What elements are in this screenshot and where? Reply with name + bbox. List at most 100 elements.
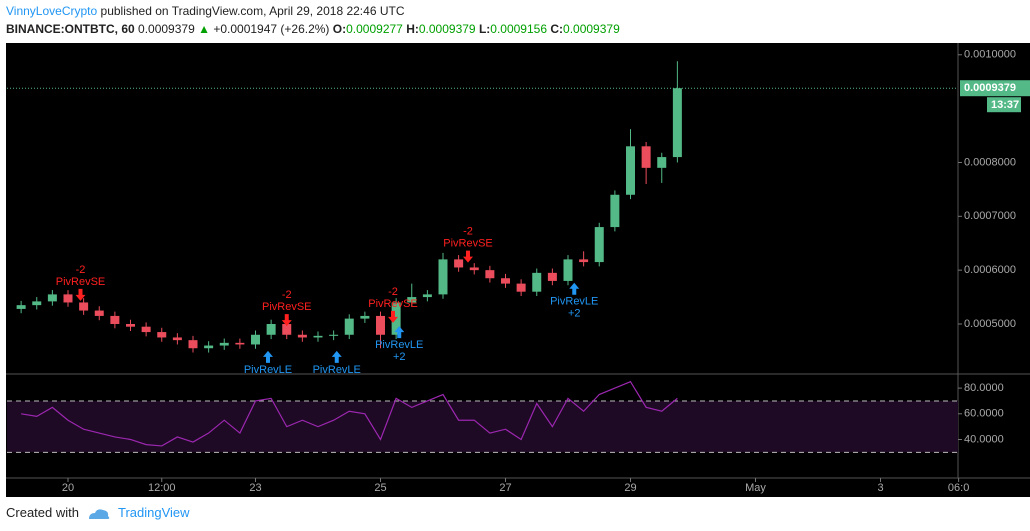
y-tick-label: 0.0007000	[964, 210, 1016, 222]
o-label: O:	[332, 22, 347, 36]
signal-arrow	[331, 350, 342, 363]
up-arrow: ▲	[198, 22, 210, 36]
signal-label: PivRevSE	[262, 301, 312, 313]
o-value: 0.0009277	[346, 22, 403, 36]
x-tick-label: 29	[624, 482, 636, 494]
candle-body	[579, 259, 589, 263]
candle-body	[110, 315, 120, 324]
signal-arrow	[394, 326, 405, 339]
countdown: 13:37	[991, 99, 1019, 111]
candle-body	[376, 315, 385, 335]
change: +0.0001947 (+26.2%)	[213, 22, 330, 36]
candle-body	[626, 146, 635, 195]
signal-note: -2	[388, 286, 398, 298]
x-tick-label: 20	[62, 482, 74, 494]
signal-label: PivRevSE	[443, 238, 493, 250]
last-price-label: 0.0009379	[964, 82, 1016, 94]
y-tick-label: 0.0005000	[964, 318, 1016, 330]
symbol-line: BINANCE:ONTBTC, 60 0.0009379 ▲ +0.000194…	[6, 22, 620, 36]
candle-body	[469, 267, 479, 271]
candle-body	[657, 157, 667, 168]
candle-body	[454, 259, 464, 268]
chart: 0.0005000 0.0006000 0.0007000 0.0008000 0.00…	[6, 43, 1030, 497]
signal-label: PivRevLE	[244, 364, 292, 376]
price: 0.0009379	[138, 22, 195, 36]
signal-note: -2	[463, 226, 473, 238]
signal-note: -2	[76, 264, 86, 276]
symbol: BINANCE:ONTBTC, 60	[6, 22, 135, 36]
h-label: H:	[406, 22, 419, 36]
footer: Created with TradingView	[6, 505, 190, 521]
candle-body	[641, 146, 651, 168]
signal-label: PivRevLE	[375, 339, 423, 351]
signal-arrow	[263, 350, 273, 363]
y-tick-label: 40.0000	[964, 433, 1004, 445]
y-tick-label: 60.0000	[964, 408, 1004, 420]
y-tick-label: 0.0006000	[964, 264, 1016, 276]
y-tick-label: 80.0000	[964, 382, 1004, 394]
candle-body	[329, 334, 339, 336]
c-value: 0.0009379	[563, 22, 620, 36]
candle-body	[204, 345, 214, 349]
candle-body	[360, 315, 370, 319]
signal-note: +2	[568, 308, 581, 320]
l-label: L:	[478, 22, 491, 36]
signal-label: PivRevLE	[313, 364, 361, 376]
candle-body	[516, 283, 526, 292]
candle-body	[438, 259, 448, 295]
rsi-line	[21, 380, 678, 447]
candle-body	[126, 324, 135, 327]
x-tick-label: 12:00	[148, 482, 176, 494]
candle-body	[141, 326, 151, 333]
candle-body	[94, 310, 104, 316]
brand[interactable]: TradingView	[118, 505, 190, 520]
countdown-box	[987, 97, 1021, 113]
candle-body	[610, 194, 620, 228]
x-tick-label: 23	[249, 482, 261, 494]
published: published on TradingView.com, April 29, …	[100, 4, 405, 18]
signal-label: PivRevSE	[368, 298, 418, 310]
x-tick-label: 06:0	[948, 482, 969, 494]
header-line: VinnyLoveCrypto published on TradingView…	[6, 4, 404, 18]
candle-body	[157, 332, 167, 338]
candle-body	[547, 272, 557, 281]
candle-body	[532, 272, 542, 292]
candle-body	[172, 337, 182, 341]
candle-body	[266, 324, 276, 335]
candle-body	[422, 294, 432, 298]
candle-body	[79, 302, 89, 311]
x-tick-label: 27	[499, 482, 511, 494]
candle-body	[485, 270, 495, 279]
candle-body	[313, 335, 323, 338]
signal-label: PivRevLE	[550, 296, 598, 308]
candle-body	[344, 318, 354, 335]
x-tick-label: May	[745, 482, 766, 494]
signal-arrow	[388, 310, 398, 323]
candle-body	[188, 340, 198, 349]
candle-body	[251, 334, 260, 345]
last-price-box	[960, 80, 1030, 97]
candle-body	[297, 334, 307, 338]
candle-body	[235, 342, 245, 345]
x-tick-label: 3	[877, 482, 883, 494]
signal-arrow	[463, 250, 473, 263]
signal-label: PivRevSE	[56, 276, 106, 288]
y-tick-label: 0.0010000	[964, 49, 1016, 61]
candle-body	[672, 88, 682, 158]
candle-body	[63, 294, 73, 303]
l-value: 0.0009156	[490, 22, 547, 36]
h-value: 0.0009379	[418, 22, 476, 36]
author[interactable]: VinnyLoveCrypto	[6, 4, 98, 18]
x-tick-label: 25	[374, 482, 386, 494]
signal-arrow	[569, 282, 580, 295]
candle-body	[219, 342, 229, 346]
logo	[88, 508, 109, 519]
candle-body	[407, 297, 417, 303]
signal-note: -2	[282, 289, 292, 301]
created: Created with	[6, 505, 79, 520]
y-tick-label: 0.0008000	[964, 156, 1016, 168]
c-label: C:	[550, 22, 564, 36]
signal-arrow	[75, 288, 86, 301]
candle-body	[47, 294, 57, 302]
